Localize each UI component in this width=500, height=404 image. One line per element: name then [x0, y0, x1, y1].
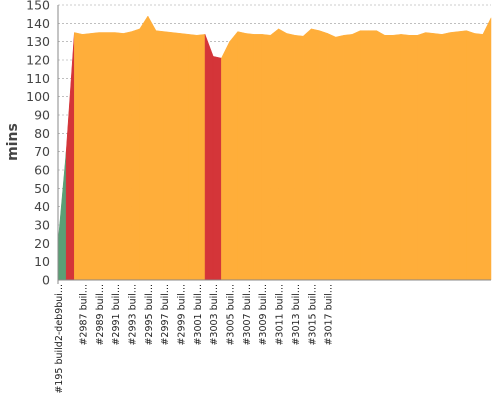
area-segment-unstable: [106, 32, 116, 281]
area-segment-unstable: [261, 34, 271, 281]
area-segment-unstable: [449, 31, 459, 281]
area-segment-unstable: [319, 30, 328, 281]
y-tick-label: 130: [26, 34, 50, 49]
area-segment-unstable: [327, 33, 337, 281]
area-segment-unstable: [351, 30, 361, 281]
area-segment-unstable: [131, 28, 140, 281]
y-tick-label: 120: [26, 53, 50, 68]
x-tick-labels: #195 build2-deb9bui... #2987 buil... #2989…: [54, 284, 335, 394]
area-segment-unstable: [294, 34, 304, 281]
x-tick-label: #2997 buil...: [160, 284, 171, 346]
y-tick-label: 50: [34, 181, 50, 196]
area-segment-unstable: [286, 33, 296, 281]
x-tick-label: #3013 buil...: [291, 284, 302, 346]
x-tick-label: #2993 buil...: [128, 284, 139, 346]
y-tick-label: 90: [34, 108, 50, 123]
area-segment-unstable: [221, 41, 230, 281]
area-segment-unstable: [392, 34, 402, 281]
area-segment-unstable: [229, 30, 238, 281]
area-segment-unstable: [123, 31, 132, 281]
y-tick-label: 40: [34, 199, 50, 214]
area-segment-success: [57, 151, 67, 281]
area-segment-unstable: [409, 35, 418, 281]
y-tick-label: 20: [34, 236, 50, 251]
area-segment-unstable: [74, 32, 83, 281]
y-tick-label: 100: [26, 89, 50, 104]
x-tick-label: #3005 buil...: [226, 284, 237, 346]
y-tick-label: 110: [26, 71, 50, 86]
y-tick-labels: 0 10 20 30 40 50 60 70 80 90 100 110 120 130 140 150: [26, 0, 50, 288]
area-segment-unstable: [360, 30, 369, 281]
area-segment-unstable: [343, 34, 353, 281]
x-tick-label: #2991 buil...: [111, 284, 122, 346]
x-tick-label: #3009 buil...: [258, 284, 269, 346]
area-segment-unstable: [139, 15, 149, 281]
x-tick-label: #3011 buil...: [275, 284, 286, 346]
x-tick-label: #2999 buil...: [177, 284, 188, 346]
x-tick-label: #3001 buil...: [193, 284, 204, 346]
x-tick-label: #3017 buil...: [324, 284, 335, 346]
y-axis-label: mins: [5, 123, 21, 161]
area-segment-unstable: [474, 33, 484, 281]
y-tick-label: 150: [26, 0, 50, 13]
area-segment-unstable: [114, 32, 124, 281]
x-tick-label: #3007 buil...: [242, 284, 253, 346]
x-tick-label: #3003 buil...: [209, 284, 220, 346]
area-segment-unstable: [237, 31, 247, 281]
area-segment-unstable: [188, 34, 198, 281]
area-segment-unstable: [441, 32, 451, 281]
area-segment-unstable: [302, 28, 312, 281]
x-tick-label: #2995 buil...: [144, 284, 155, 346]
area-segment-failure: [212, 56, 222, 281]
y-tick-label: 10: [34, 254, 50, 269]
area-segment-unstable: [458, 30, 467, 281]
area-segment-unstable: [400, 34, 410, 281]
area-segment-unstable: [433, 33, 443, 281]
y-tick-label: 30: [34, 218, 50, 233]
y-tick-label: 60: [34, 163, 50, 178]
x-tick-label: #195 build2-deb9bui...: [54, 284, 65, 394]
y-tick-label: 80: [34, 126, 50, 141]
area-layer: [57, 15, 492, 281]
x-tick-label: #2989 buil...: [95, 284, 106, 346]
area-segment-unstable: [335, 34, 345, 281]
area-segment-unstable: [82, 33, 91, 281]
area-segment-unstable: [368, 30, 377, 281]
y-tick-label: 70: [34, 144, 50, 159]
y-tick-label: 0: [42, 273, 50, 288]
area-segment-unstable: [270, 28, 279, 281]
area-segment-unstable: [384, 35, 394, 281]
area-segment-unstable: [196, 34, 206, 281]
area-segment-unstable: [376, 30, 386, 281]
area-segment-unstable: [253, 34, 263, 281]
area-segment-unstable: [278, 28, 288, 281]
area-segment-unstable: [98, 32, 108, 281]
area-segment-unstable: [155, 30, 165, 281]
x-tick-label: #2987 buil...: [79, 284, 90, 346]
area-segment-unstable: [147, 15, 157, 281]
area-segment-unstable: [172, 32, 181, 281]
area-segment-unstable: [482, 17, 492, 281]
area-segment-unstable: [425, 32, 435, 281]
area-segment-unstable: [180, 33, 189, 281]
x-tick-label: #3015 buil...: [307, 284, 318, 346]
area-segment-unstable: [245, 33, 255, 281]
area-segment-unstable: [417, 32, 426, 281]
axis-layer: [57, 5, 491, 284]
y-tick-label: 140: [26, 16, 50, 31]
area-segment-failure: [65, 32, 75, 281]
area-segment-unstable: [90, 32, 100, 281]
area-segment-unstable: [311, 28, 320, 281]
area-segment-unstable: [163, 31, 173, 281]
area-segment-unstable: [466, 30, 475, 281]
area-segment-failure: [204, 34, 214, 281]
